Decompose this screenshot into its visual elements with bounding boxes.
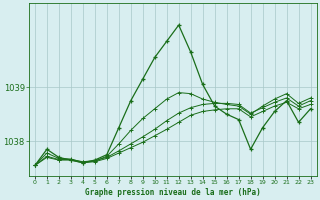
X-axis label: Graphe pression niveau de la mer (hPa): Graphe pression niveau de la mer (hPa): [85, 188, 260, 197]
